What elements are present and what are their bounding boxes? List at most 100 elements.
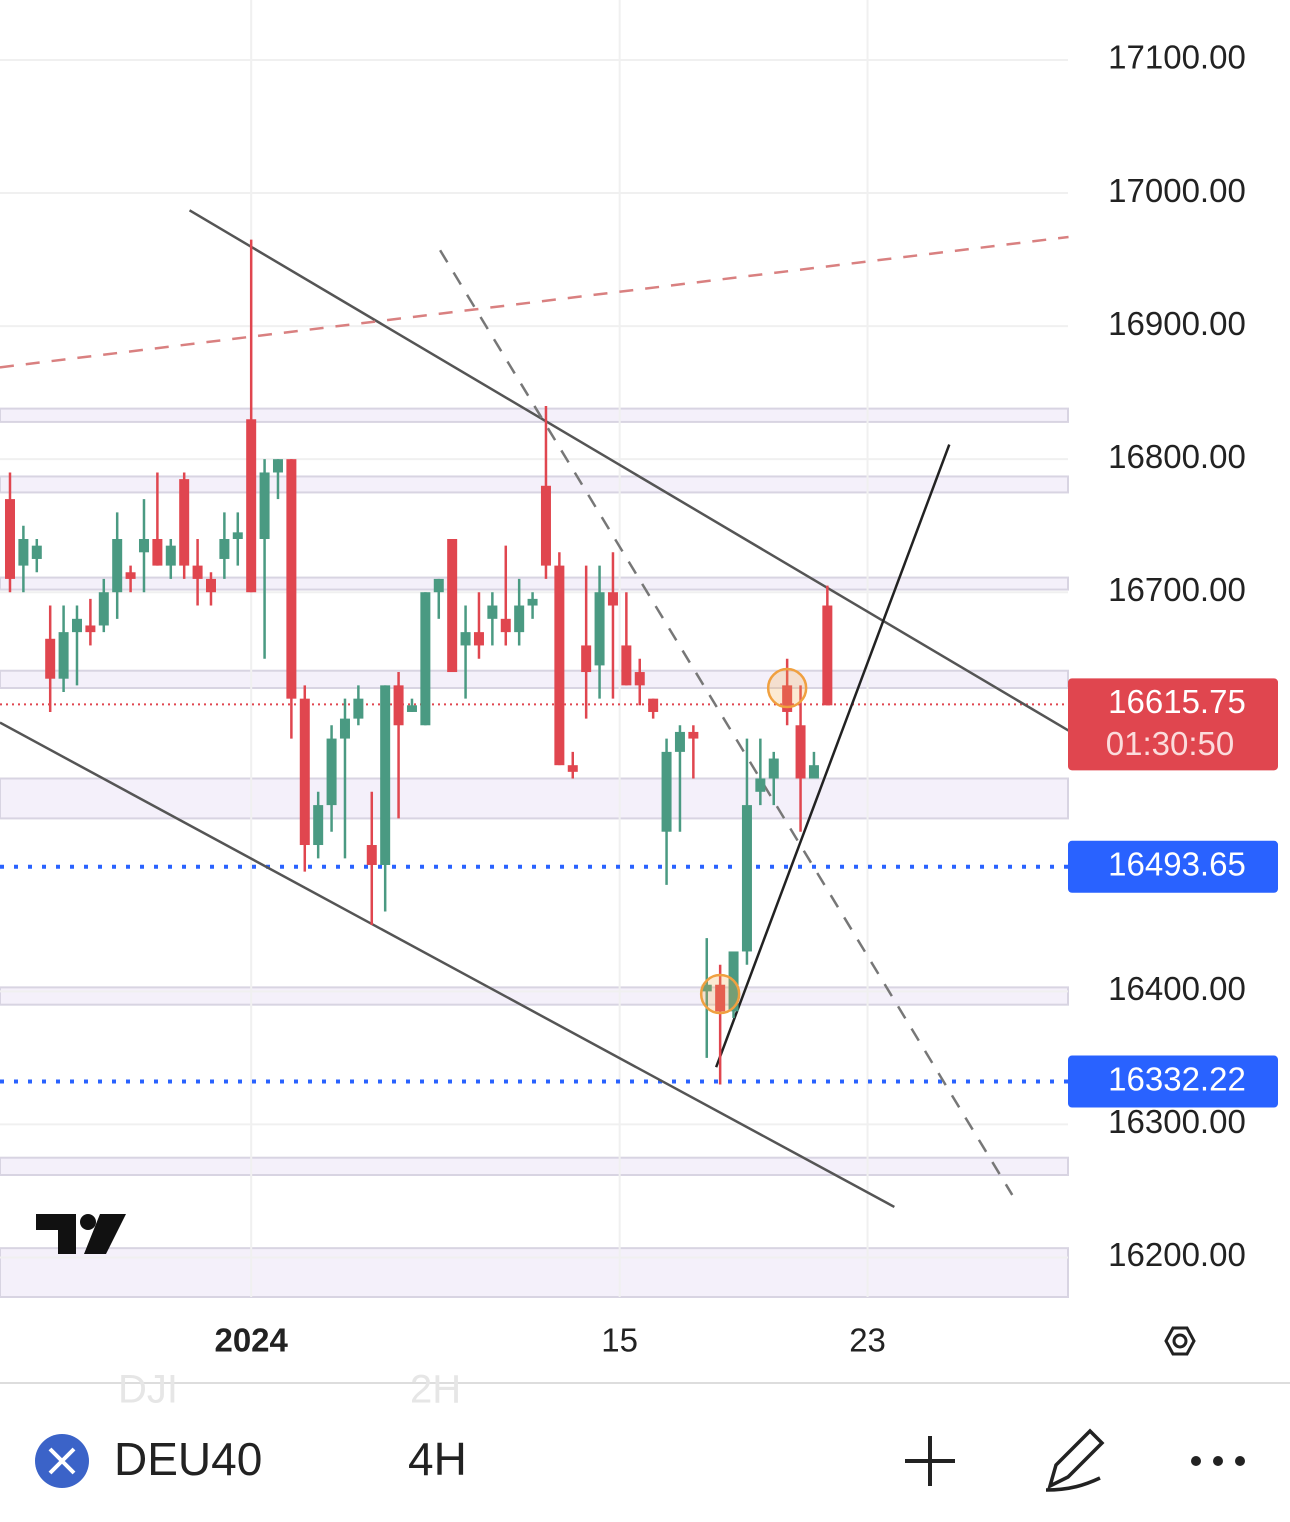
candle-body (125, 572, 136, 579)
candle-body (648, 698, 659, 712)
x-tick-label: 23 (849, 1322, 886, 1359)
candle-body (634, 672, 645, 686)
candle-body (286, 459, 297, 699)
trend-line (188, 209, 1070, 732)
marker (766, 667, 808, 709)
candle-body (688, 731, 699, 739)
symbol[interactable]: DEU40 (114, 1433, 262, 1485)
y-tick-label: 16800.00 (1108, 438, 1246, 475)
candle-body (58, 632, 69, 679)
candle-body (272, 459, 283, 473)
price-label: 16615.75 (1108, 683, 1246, 720)
candle-body (45, 638, 56, 679)
y-tick-label: 17100.00 (1108, 39, 1246, 76)
zone (0, 1247, 1069, 1298)
candle-body (313, 805, 324, 846)
candle-body (554, 565, 565, 766)
candle-body (567, 765, 578, 772)
zone (0, 1156, 1069, 1176)
zone (0, 576, 1069, 591)
candle-body (715, 984, 726, 1012)
candle-body (299, 698, 310, 846)
candle-body (755, 778, 766, 792)
price-label-box (1068, 840, 1278, 893)
candle-body (4, 499, 15, 579)
candle-body (701, 984, 712, 992)
zone (0, 669, 1069, 690)
candle-body (31, 545, 42, 559)
y-tick-label: 17000.00 (1108, 172, 1246, 209)
trend-line (439, 249, 1014, 1196)
trend-line (714, 444, 951, 1068)
add-button[interactable] (905, 1436, 955, 1486)
marker (699, 973, 741, 1015)
draw-button[interactable] (1045, 1428, 1105, 1492)
faded-interval: 2H (410, 1368, 461, 1412)
candle-body (674, 731, 685, 752)
plot (0, 0, 1070, 1298)
candle-body (741, 805, 752, 952)
trend-line (0, 235, 1069, 369)
symbol-icon[interactable] (35, 1434, 89, 1488)
candle-body (782, 685, 793, 712)
candle-body (85, 625, 96, 633)
candle-body (112, 538, 123, 593)
price-label: 16332.22 (1108, 1060, 1246, 1097)
candle-body (795, 725, 806, 779)
candle-body (259, 472, 270, 539)
candle-body (594, 592, 605, 666)
candle-body (205, 578, 216, 593)
y-tick-label: 16200.00 (1108, 1236, 1246, 1273)
candle-body (514, 605, 525, 633)
zone (0, 475, 1069, 494)
candle-body (527, 598, 538, 606)
x-tick-label: 2024 (214, 1322, 288, 1359)
candle-body (353, 698, 364, 719)
y-tick-label: 16700.00 (1108, 571, 1246, 608)
trend-line (0, 721, 895, 1209)
price-label-box (1068, 678, 1278, 771)
candle-body (607, 592, 618, 606)
candle-body (581, 645, 592, 673)
y-tick-label: 16300.00 (1108, 1103, 1246, 1140)
candle-body (18, 538, 29, 566)
price-label-box (1068, 1055, 1278, 1108)
y-tick-label: 16900.00 (1108, 305, 1246, 342)
candle-body (487, 605, 498, 619)
candle-body (152, 538, 163, 566)
candle-body (219, 538, 230, 559)
candle-body (393, 685, 404, 726)
candle-body (661, 751, 672, 832)
candle-body (366, 845, 377, 865)
candle-body (71, 618, 82, 633)
faded-symbol: DJI (118, 1368, 178, 1412)
candle-body (822, 605, 833, 706)
candle-body (500, 618, 511, 633)
candle-body (460, 632, 471, 646)
candle-body (326, 738, 337, 806)
candle-body (808, 765, 819, 779)
candle-body (621, 645, 632, 686)
candle-body (380, 685, 391, 865)
candle-body (98, 592, 109, 626)
price-label: 16493.65 (1108, 845, 1246, 882)
candle-body (138, 538, 149, 553)
candle-body (246, 419, 257, 593)
candle-body (473, 632, 484, 646)
x-tick-label: 15 (601, 1322, 638, 1359)
candle-body (406, 705, 417, 712)
candle-body (447, 538, 458, 673)
countdown: 01:30:50 (1106, 725, 1234, 762)
candle-body (339, 718, 350, 739)
interval[interactable]: 4H (408, 1433, 467, 1485)
candle-body (433, 578, 444, 593)
candle-body (420, 592, 431, 726)
candle-body (165, 545, 176, 566)
zone (0, 986, 1069, 1006)
candle-body (192, 565, 203, 579)
more-button[interactable] (1191, 1456, 1245, 1466)
settings-icon[interactable] (1164, 1326, 1196, 1356)
zone (0, 777, 1069, 820)
y-tick-label: 16400.00 (1108, 970, 1246, 1007)
